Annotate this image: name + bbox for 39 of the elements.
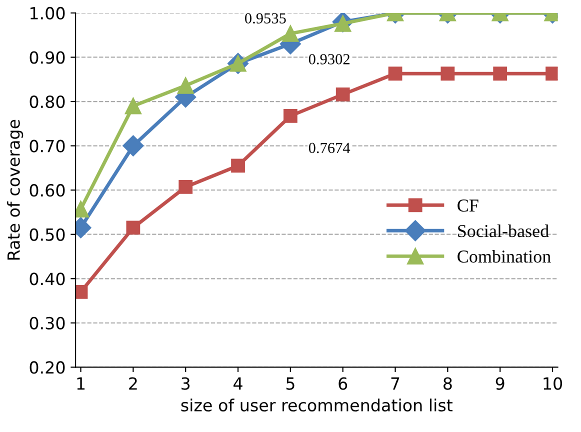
y-tick-label: 0.50: [30, 228, 65, 241]
point: [124, 98, 142, 114]
y-tick-label: 0.20: [30, 361, 65, 374]
y-tick-label: 0.60: [30, 184, 65, 197]
point: [231, 158, 245, 173]
x-tick-label: 1: [77, 377, 85, 390]
y-tick-label: 0.70: [30, 140, 65, 152]
x-tick-label: 4: [234, 377, 242, 390]
y-tick-label: 1.00: [30, 6, 65, 20]
point: [126, 220, 140, 235]
annotation: 0.9302: [308, 54, 350, 64]
point: [122, 135, 144, 156]
x-tick-label: 8: [444, 377, 452, 390]
x-tick-label: 7: [391, 377, 400, 390]
y-tick-label: 0.40: [30, 272, 65, 286]
y-tick-label: 0.80: [30, 95, 65, 108]
x-tick-label: 10: [544, 377, 562, 390]
legend-label: Combination: [458, 250, 551, 263]
point: [282, 25, 299, 42]
x-tick-label: 2: [129, 377, 137, 390]
point: [178, 180, 193, 194]
y-tick-label: 0.90: [30, 51, 65, 64]
point: [283, 109, 298, 123]
point: [493, 66, 508, 81]
legend-label: Social-based: [458, 224, 549, 238]
y-tick-label: 0.30: [30, 316, 65, 330]
annotation: 0.9535: [245, 13, 286, 24]
x-tick-label: 6: [338, 377, 348, 390]
x-axis-title: size of user recommendation list: [181, 398, 452, 412]
point: [336, 87, 350, 102]
legend-label: CF: [458, 200, 478, 212]
x-tick-label: 5: [286, 377, 294, 390]
point: [177, 77, 194, 94]
y-axis-title: Rate of coverage: [7, 120, 24, 260]
point: [440, 66, 455, 81]
point: [388, 66, 402, 81]
x-tick-label: 9: [496, 377, 504, 390]
x-tick-label: 3: [182, 377, 190, 390]
annotation: 0.7674: [308, 142, 350, 154]
